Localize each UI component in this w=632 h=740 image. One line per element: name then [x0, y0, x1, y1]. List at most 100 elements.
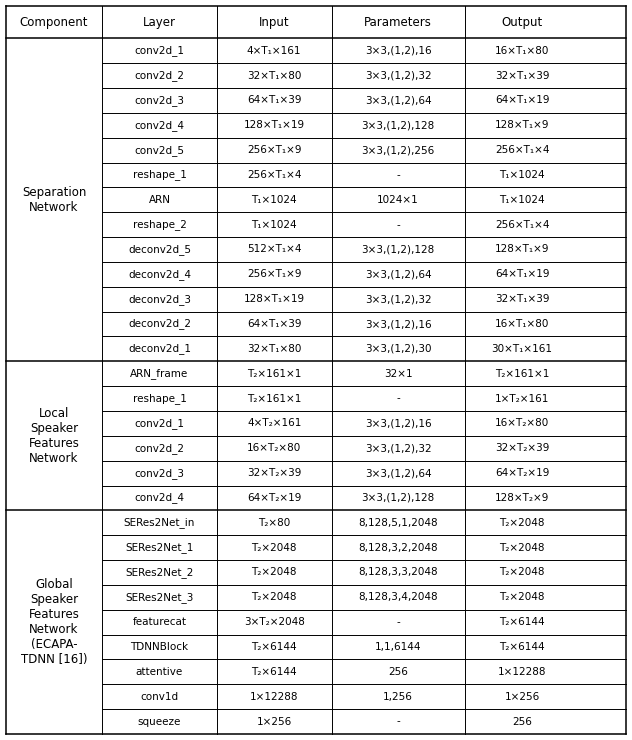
Text: 3×3,(1,2),64: 3×3,(1,2),64: [365, 269, 432, 279]
Text: 3×3,(1,2),128: 3×3,(1,2),128: [362, 121, 435, 130]
Text: T₂×2048: T₂×2048: [252, 568, 297, 577]
Text: 128×T₁×9: 128×T₁×9: [495, 244, 549, 255]
Text: T₁×1024: T₁×1024: [252, 195, 297, 205]
Text: 3×3,(1,2),16: 3×3,(1,2),16: [365, 418, 432, 428]
Text: deconv2d_5: deconv2d_5: [128, 244, 191, 255]
Text: T₂×6144: T₂×6144: [252, 642, 297, 652]
Text: T₂×2048: T₂×2048: [499, 542, 545, 553]
Text: T₁×1024: T₁×1024: [499, 170, 545, 180]
Text: T₂×2048: T₂×2048: [499, 518, 545, 528]
Text: conv2d_2: conv2d_2: [135, 443, 185, 454]
Text: SERes2Net_2: SERes2Net_2: [125, 567, 193, 578]
Text: 16×T₂×80: 16×T₂×80: [247, 443, 301, 454]
Text: T₁×1024: T₁×1024: [252, 220, 297, 229]
Text: 64×T₁×19: 64×T₁×19: [495, 269, 549, 279]
Text: TDNNBlock: TDNNBlock: [130, 642, 188, 652]
Text: 128×T₁×9: 128×T₁×9: [495, 121, 549, 130]
Text: 1×T₂×161: 1×T₂×161: [495, 394, 549, 403]
Text: -: -: [396, 617, 400, 628]
Text: squeeze: squeeze: [138, 716, 181, 727]
Text: 3×3,(1,2),16: 3×3,(1,2),16: [365, 319, 432, 329]
Text: 8,128,3,2,2048: 8,128,3,2,2048: [358, 542, 438, 553]
Text: 1,256: 1,256: [383, 692, 413, 702]
Text: 1,1,6144: 1,1,6144: [375, 642, 422, 652]
Text: 3×3,(1,2),128: 3×3,(1,2),128: [362, 493, 435, 503]
Text: 32×1: 32×1: [384, 369, 413, 379]
Text: T₁×1024: T₁×1024: [499, 195, 545, 205]
Text: -: -: [396, 716, 400, 727]
Text: conv2d_2: conv2d_2: [135, 70, 185, 81]
Text: conv2d_5: conv2d_5: [135, 144, 185, 155]
Text: 256: 256: [388, 667, 408, 677]
Text: 512×T₁×4: 512×T₁×4: [247, 244, 301, 255]
Text: 3×3,(1,2),64: 3×3,(1,2),64: [365, 468, 432, 478]
Text: 1×12288: 1×12288: [250, 692, 298, 702]
Text: deconv2d_1: deconv2d_1: [128, 343, 191, 354]
Text: T₂×2048: T₂×2048: [499, 592, 545, 602]
Text: T₂×2048: T₂×2048: [252, 542, 297, 553]
Text: 1×256: 1×256: [504, 692, 540, 702]
Text: T₂×80: T₂×80: [258, 518, 290, 528]
Text: T₂×6144: T₂×6144: [499, 642, 545, 652]
Text: 16×T₁×80: 16×T₁×80: [495, 319, 549, 329]
Text: 3×3,(1,2),32: 3×3,(1,2),32: [365, 70, 432, 81]
Text: 16×T₁×80: 16×T₁×80: [495, 46, 549, 56]
Text: Local
Speaker
Features
Network: Local Speaker Features Network: [28, 407, 80, 465]
Text: featurecat: featurecat: [133, 617, 186, 628]
Text: reshape_1: reshape_1: [133, 393, 186, 404]
Text: 64×T₂×19: 64×T₂×19: [247, 493, 301, 503]
Text: 64×T₁×39: 64×T₁×39: [247, 319, 301, 329]
Text: 3×3,(1,2),32: 3×3,(1,2),32: [365, 295, 432, 304]
Text: T₂×161×1: T₂×161×1: [247, 394, 301, 403]
Text: 64×T₂×19: 64×T₂×19: [495, 468, 549, 478]
Text: Layer: Layer: [143, 16, 176, 29]
Text: SERes2Net_3: SERes2Net_3: [125, 592, 193, 603]
Text: 64×T₁×19: 64×T₁×19: [495, 95, 549, 105]
Text: 30×T₁×161: 30×T₁×161: [492, 344, 552, 354]
Text: SERes2Net_1: SERes2Net_1: [125, 542, 193, 553]
Text: 256×T₁×4: 256×T₁×4: [495, 220, 549, 229]
Text: 32×T₁×80: 32×T₁×80: [247, 344, 301, 354]
Text: conv2d_3: conv2d_3: [135, 468, 185, 479]
Text: 32×T₂×39: 32×T₂×39: [247, 468, 301, 478]
Text: ARN_frame: ARN_frame: [130, 369, 188, 379]
Text: Component: Component: [20, 16, 88, 29]
Text: 3×3,(1,2),16: 3×3,(1,2),16: [365, 46, 432, 56]
Text: 8,128,3,4,2048: 8,128,3,4,2048: [358, 592, 438, 602]
Text: 256: 256: [512, 716, 532, 727]
Text: 256×T₁×4: 256×T₁×4: [495, 145, 549, 155]
Text: reshape_1: reshape_1: [133, 169, 186, 181]
Text: -: -: [396, 170, 400, 180]
Text: 256×T₁×9: 256×T₁×9: [247, 145, 301, 155]
Text: 3×T₂×2048: 3×T₂×2048: [244, 617, 305, 628]
Text: T₂×161×1: T₂×161×1: [247, 369, 301, 379]
Text: conv2d_4: conv2d_4: [135, 493, 185, 503]
Text: 256×T₁×9: 256×T₁×9: [247, 269, 301, 279]
Text: Separation
Network: Separation Network: [22, 186, 86, 214]
Text: Output: Output: [502, 16, 543, 29]
Text: 3×3,(1,2),256: 3×3,(1,2),256: [362, 145, 435, 155]
Text: 4×T₂×161: 4×T₂×161: [247, 418, 301, 428]
Text: 32×T₂×39: 32×T₂×39: [495, 443, 549, 454]
Text: 3×3,(1,2),30: 3×3,(1,2),30: [365, 344, 432, 354]
Text: ARN: ARN: [149, 195, 171, 205]
Text: 8,128,5,1,2048: 8,128,5,1,2048: [358, 518, 438, 528]
Text: 128×T₁×19: 128×T₁×19: [243, 295, 305, 304]
Text: deconv2d_3: deconv2d_3: [128, 294, 191, 305]
Text: 32×T₁×39: 32×T₁×39: [495, 70, 549, 81]
Text: 16×T₂×80: 16×T₂×80: [495, 418, 549, 428]
Text: 3×3,(1,2),64: 3×3,(1,2),64: [365, 95, 432, 105]
Text: SERes2Net_in: SERes2Net_in: [124, 517, 195, 528]
Text: 3×3,(1,2),128: 3×3,(1,2),128: [362, 244, 435, 255]
Text: -: -: [396, 220, 400, 229]
Text: conv2d_1: conv2d_1: [135, 45, 185, 56]
Text: attentive: attentive: [136, 667, 183, 677]
Text: reshape_2: reshape_2: [133, 219, 186, 230]
Text: 1024×1: 1024×1: [377, 195, 419, 205]
Text: 8,128,3,3,2048: 8,128,3,3,2048: [358, 568, 438, 577]
Text: conv1d: conv1d: [140, 692, 178, 702]
Text: 1×256: 1×256: [257, 716, 292, 727]
Text: -: -: [396, 394, 400, 403]
Text: conv2d_1: conv2d_1: [135, 418, 185, 429]
Text: T₂×6144: T₂×6144: [499, 617, 545, 628]
